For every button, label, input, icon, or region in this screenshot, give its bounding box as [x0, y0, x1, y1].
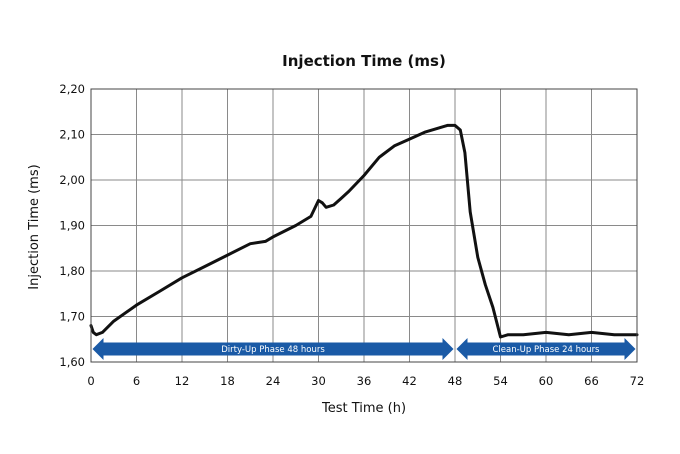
data-point [499, 336, 502, 338]
data-point [567, 333, 570, 336]
data-point [378, 156, 380, 159]
data-point [476, 256, 479, 259]
x-tick-label: 36 [357, 374, 372, 388]
y-tick-label: 1,70 [59, 310, 85, 324]
y-tick-labels: 1,60 1,70 1,80 1,90 2,00 2,10 2,20 [59, 82, 85, 369]
data-point [264, 240, 267, 243]
data-point [446, 124, 449, 127]
x-tick-label: 12 [175, 374, 190, 388]
data-point [408, 138, 411, 140]
data-point [545, 331, 547, 334]
data-point [464, 151, 466, 154]
data-point [135, 304, 138, 306]
y-axis-title: Injection Time (ms) [27, 164, 42, 289]
data-point [317, 199, 320, 202]
x-tick-label: 24 [266, 374, 281, 388]
data-point [95, 333, 98, 336]
data-point [459, 129, 462, 131]
data-point [249, 242, 252, 245]
data-point [522, 333, 525, 336]
data-point [181, 277, 183, 279]
series-layer [89, 123, 639, 339]
data-point [272, 236, 274, 238]
data-point [439, 126, 441, 129]
x-tick-label: 42 [402, 374, 417, 388]
data-point [92, 331, 95, 334]
data-point [340, 197, 343, 199]
data-point [507, 333, 509, 336]
data-point [590, 331, 593, 334]
x-axis-title: Test Time (h) [321, 401, 406, 416]
phase-arrows: Dirty-Up Phase 48 hours Clean-Up Phase 24… [92, 338, 636, 360]
y-tick-label: 1,90 [59, 219, 85, 233]
y-tick-label: 2,20 [59, 82, 85, 96]
x-tick-label: 0 [87, 374, 94, 388]
data-point [393, 145, 396, 147]
data-point [325, 206, 327, 209]
data-point [363, 174, 365, 177]
x-tick-label: 6 [133, 374, 140, 388]
x-tick-label: 60 [539, 374, 554, 388]
data-point [294, 224, 297, 227]
y-tick-label: 2,10 [59, 128, 85, 142]
x-tick-label: 54 [493, 374, 508, 388]
data-point [321, 201, 324, 204]
y-tick-label: 2,00 [59, 173, 85, 187]
phase-label: Dirty-Up Phase 48 hours [221, 345, 325, 355]
x-tick-label: 66 [584, 374, 599, 388]
y-tick-label: 1,60 [59, 355, 85, 369]
data-point [348, 190, 350, 193]
x-tick-label: 48 [448, 374, 463, 388]
x-tick-label: 18 [220, 374, 235, 388]
data-point [226, 254, 229, 256]
data-point [484, 283, 487, 286]
data-point [423, 131, 426, 134]
chart-title: Injection Time (ms) [282, 52, 446, 70]
data-point [492, 306, 494, 309]
data-point [112, 320, 115, 322]
data-point [332, 204, 335, 206]
plot-frame [90, 88, 638, 363]
phase-arrow [92, 338, 454, 360]
grid [90, 88, 638, 363]
data-point [158, 290, 161, 293]
data-point [613, 333, 616, 336]
data-point [101, 331, 104, 334]
data-point [203, 265, 206, 268]
x-tick-labels: 0 6 12 18 24 30 36 42 48 54 60 66 72 [87, 374, 644, 388]
x-tick-label: 72 [630, 374, 645, 388]
data-point [454, 124, 456, 127]
y-tick-label: 1,80 [59, 264, 85, 278]
phase-label: Clean-Up Phase 24 hours [492, 345, 600, 355]
data-point [469, 211, 471, 213]
phase-arrow [456, 338, 636, 360]
data-point [310, 215, 312, 218]
x-tick-label: 30 [311, 374, 326, 388]
